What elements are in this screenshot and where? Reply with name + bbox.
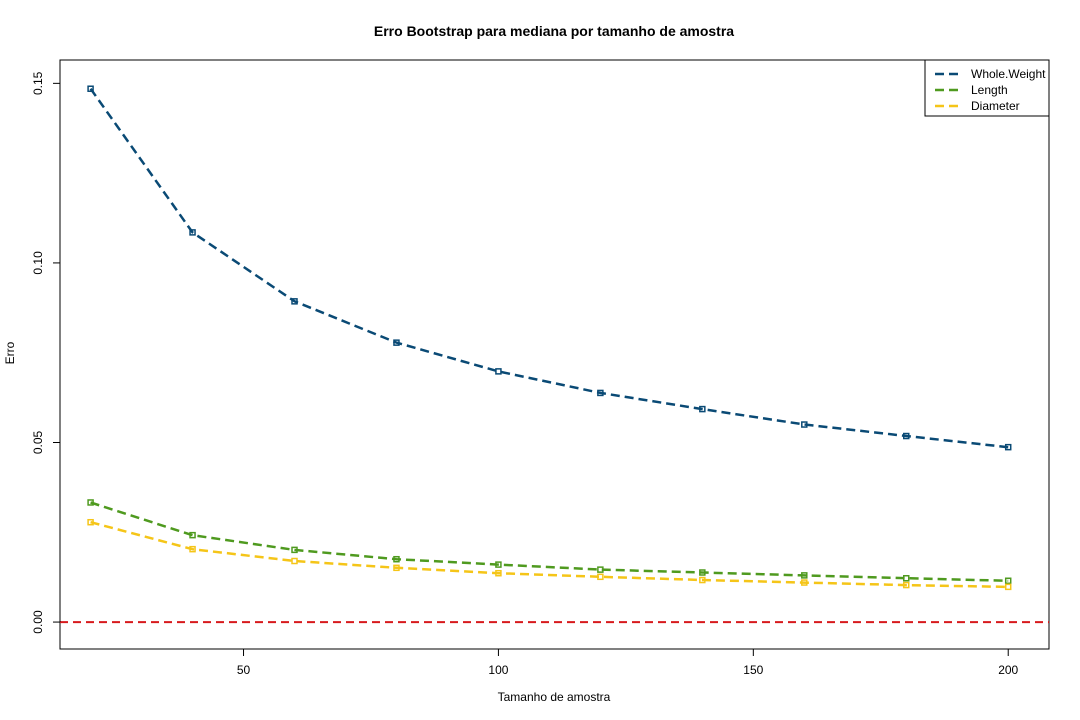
plot-frame	[59, 59, 1050, 650]
data-point	[1004, 583, 1012, 591]
series-1	[87, 499, 1012, 585]
y-tick-label: 0.05	[31, 430, 45, 454]
data-point	[495, 561, 502, 568]
x-tick-label: 150	[743, 663, 763, 677]
data-point	[291, 546, 298, 554]
x-tick-label: 100	[488, 663, 508, 677]
x-axis-label: Tamanho de amostra	[498, 690, 611, 704]
data-point	[699, 576, 706, 584]
data-point	[291, 298, 298, 305]
series-2	[87, 518, 1012, 591]
series-line	[90, 501, 1009, 583]
data-point	[393, 564, 400, 572]
data-point	[189, 545, 196, 553]
data-point	[903, 432, 910, 440]
data-point	[393, 339, 400, 346]
data-point	[291, 557, 298, 565]
y-tick-label: 0.00	[31, 610, 45, 634]
data-point	[495, 569, 502, 577]
legend-item: Length	[935, 83, 1008, 97]
chart-title: Erro Bootstrap para mediana por tamanho …	[374, 23, 734, 39]
data-point	[699, 405, 706, 413]
legend-item: Whole.Weight	[935, 67, 1046, 81]
data-point	[1004, 443, 1012, 451]
data-point	[393, 555, 400, 563]
y-tick-label: 0.15	[31, 71, 45, 95]
legend-label: Whole.Weight	[971, 67, 1046, 81]
data-point	[801, 421, 808, 428]
legend: Whole.Weight Length Diameter	[924, 59, 1050, 117]
legend-label: Length	[971, 83, 1008, 97]
data-point	[801, 572, 808, 579]
data-point	[1004, 577, 1012, 585]
data-point	[87, 518, 94, 526]
series-layer	[87, 85, 1012, 591]
series-0	[87, 85, 1012, 451]
x-tick-label: 50	[237, 663, 251, 677]
data-point	[597, 573, 604, 581]
data-point	[87, 85, 94, 92]
y-axis-label: Erro	[3, 341, 17, 364]
data-point	[597, 389, 604, 397]
y-tick-label: 0.10	[31, 251, 45, 275]
legend-box	[924, 59, 1050, 117]
series-line	[90, 520, 1009, 589]
legend-label: Diameter	[971, 99, 1020, 113]
data-point	[189, 531, 196, 539]
data-point	[903, 581, 910, 589]
data-point	[699, 569, 706, 576]
legend-item: Diameter	[935, 99, 1020, 113]
axis-layer: 50 100 150 200 0.00 0.05 0.10 0.15	[31, 71, 1019, 677]
data-point	[495, 368, 502, 375]
data-point	[189, 229, 196, 236]
data-point	[801, 579, 808, 586]
data-point	[87, 499, 94, 506]
data-point	[597, 566, 604, 573]
series-line	[89, 87, 1009, 449]
data-point	[903, 574, 910, 582]
x-tick-label: 200	[998, 663, 1018, 677]
